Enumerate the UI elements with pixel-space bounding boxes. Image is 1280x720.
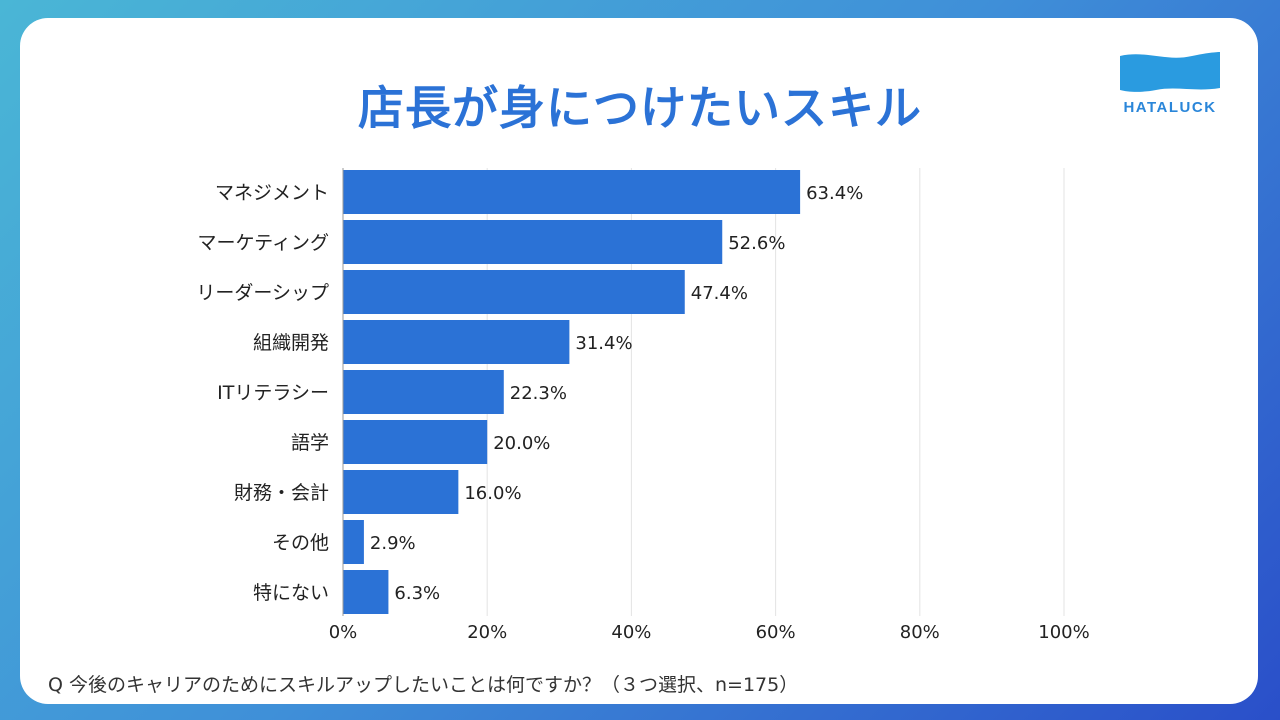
bar [343, 470, 459, 514]
category-label: 語学 [291, 432, 329, 454]
category-label: リーダーシップ [196, 282, 329, 304]
value-label: 63.4% [806, 183, 863, 204]
value-label: 20.0% [493, 433, 550, 454]
bar [343, 220, 723, 264]
question-text: Q 今後のキャリアのためにスキルアップしたいことは何ですか？（３つ選択、n=17… [48, 674, 799, 696]
category-label: 財務・会計 [234, 482, 329, 504]
bar [343, 570, 389, 614]
category-label: 特にない [253, 582, 329, 604]
tick-label: 20% [467, 622, 507, 643]
tick-label: 40% [611, 622, 651, 643]
bar [343, 170, 801, 214]
category-label: ITリテラシー [217, 382, 329, 404]
category-label: マネジメント [215, 182, 329, 204]
page-title: 店長が身につけたいスキル [358, 81, 922, 135]
value-label: 2.9% [370, 533, 416, 554]
value-label: 22.3% [510, 383, 567, 404]
value-label: 6.3% [394, 583, 440, 604]
category-label: その他 [272, 532, 329, 554]
logo-text: HATALUCK [1123, 99, 1217, 116]
chart-card [20, 18, 1258, 704]
tick-label: 80% [900, 622, 940, 643]
bar [343, 320, 570, 364]
value-label: 47.4% [691, 283, 748, 304]
category-label: マーケティング [198, 232, 329, 254]
value-label: 31.4% [575, 333, 632, 354]
value-label: 52.6% [728, 233, 785, 254]
tick-label: 0% [329, 622, 358, 643]
value-label: 16.0% [464, 483, 521, 504]
bar [343, 370, 504, 414]
bar [343, 270, 685, 314]
bar [343, 420, 488, 464]
tick-label: 100% [1038, 622, 1089, 643]
bar [343, 520, 364, 564]
category-label: 組織開発 [253, 332, 329, 354]
wave-logo-icon [1120, 52, 1220, 92]
tick-label: 60% [756, 622, 796, 643]
